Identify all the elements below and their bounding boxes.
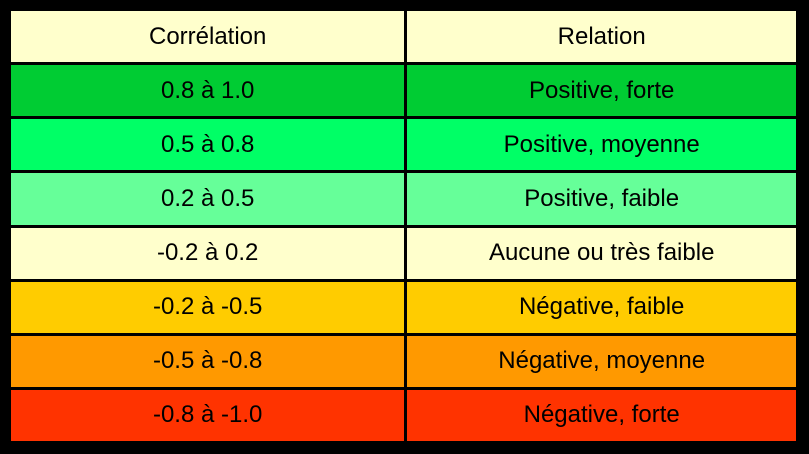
table-row: 0.2 à 0.5 Positive, faible	[7, 170, 799, 228]
relation-cell: Positive, moyenne	[404, 116, 799, 174]
correlation-range-cell: 0.5 à 0.8	[7, 116, 408, 174]
correlation-range-cell: 0.8 à 1.0	[7, 62, 408, 120]
correlation-range-cell: 0.2 à 0.5	[7, 170, 408, 228]
table-row: -0.2 à -0.5 Négative, faible	[7, 278, 799, 336]
relation-cell: Négative, faible	[404, 278, 799, 336]
correlation-range-cell: -0.5 à -0.8	[7, 332, 408, 390]
relation-cell: Négative, moyenne	[404, 332, 799, 390]
table-row: 0.8 à 1.0 Positive, forte	[7, 62, 799, 120]
relation-cell: Positive, faible	[404, 170, 799, 228]
header-relation: Relation	[404, 7, 799, 66]
header-correlation: Corrélation	[7, 7, 408, 66]
correlation-range-cell: -0.2 à -0.5	[7, 278, 408, 336]
table-row: -0.8 à -1.0 Négative, forte	[7, 386, 799, 445]
table-row: 0.5 à 0.8 Positive, moyenne	[7, 116, 799, 174]
correlation-range-cell: -0.2 à 0.2	[7, 224, 408, 282]
relation-cell: Positive, forte	[404, 62, 799, 120]
relation-cell: Négative, forte	[404, 386, 799, 445]
correlation-table: Corrélation Relation 0.8 à 1.0 Positive,…	[7, 7, 799, 445]
relation-cell: Aucune ou très faible	[404, 224, 799, 282]
table-header-row: Corrélation Relation	[7, 7, 799, 66]
table-row: -0.2 à 0.2 Aucune ou très faible	[7, 224, 799, 282]
table-row: -0.5 à -0.8 Négative, moyenne	[7, 332, 799, 390]
correlation-range-cell: -0.8 à -1.0	[7, 386, 408, 445]
